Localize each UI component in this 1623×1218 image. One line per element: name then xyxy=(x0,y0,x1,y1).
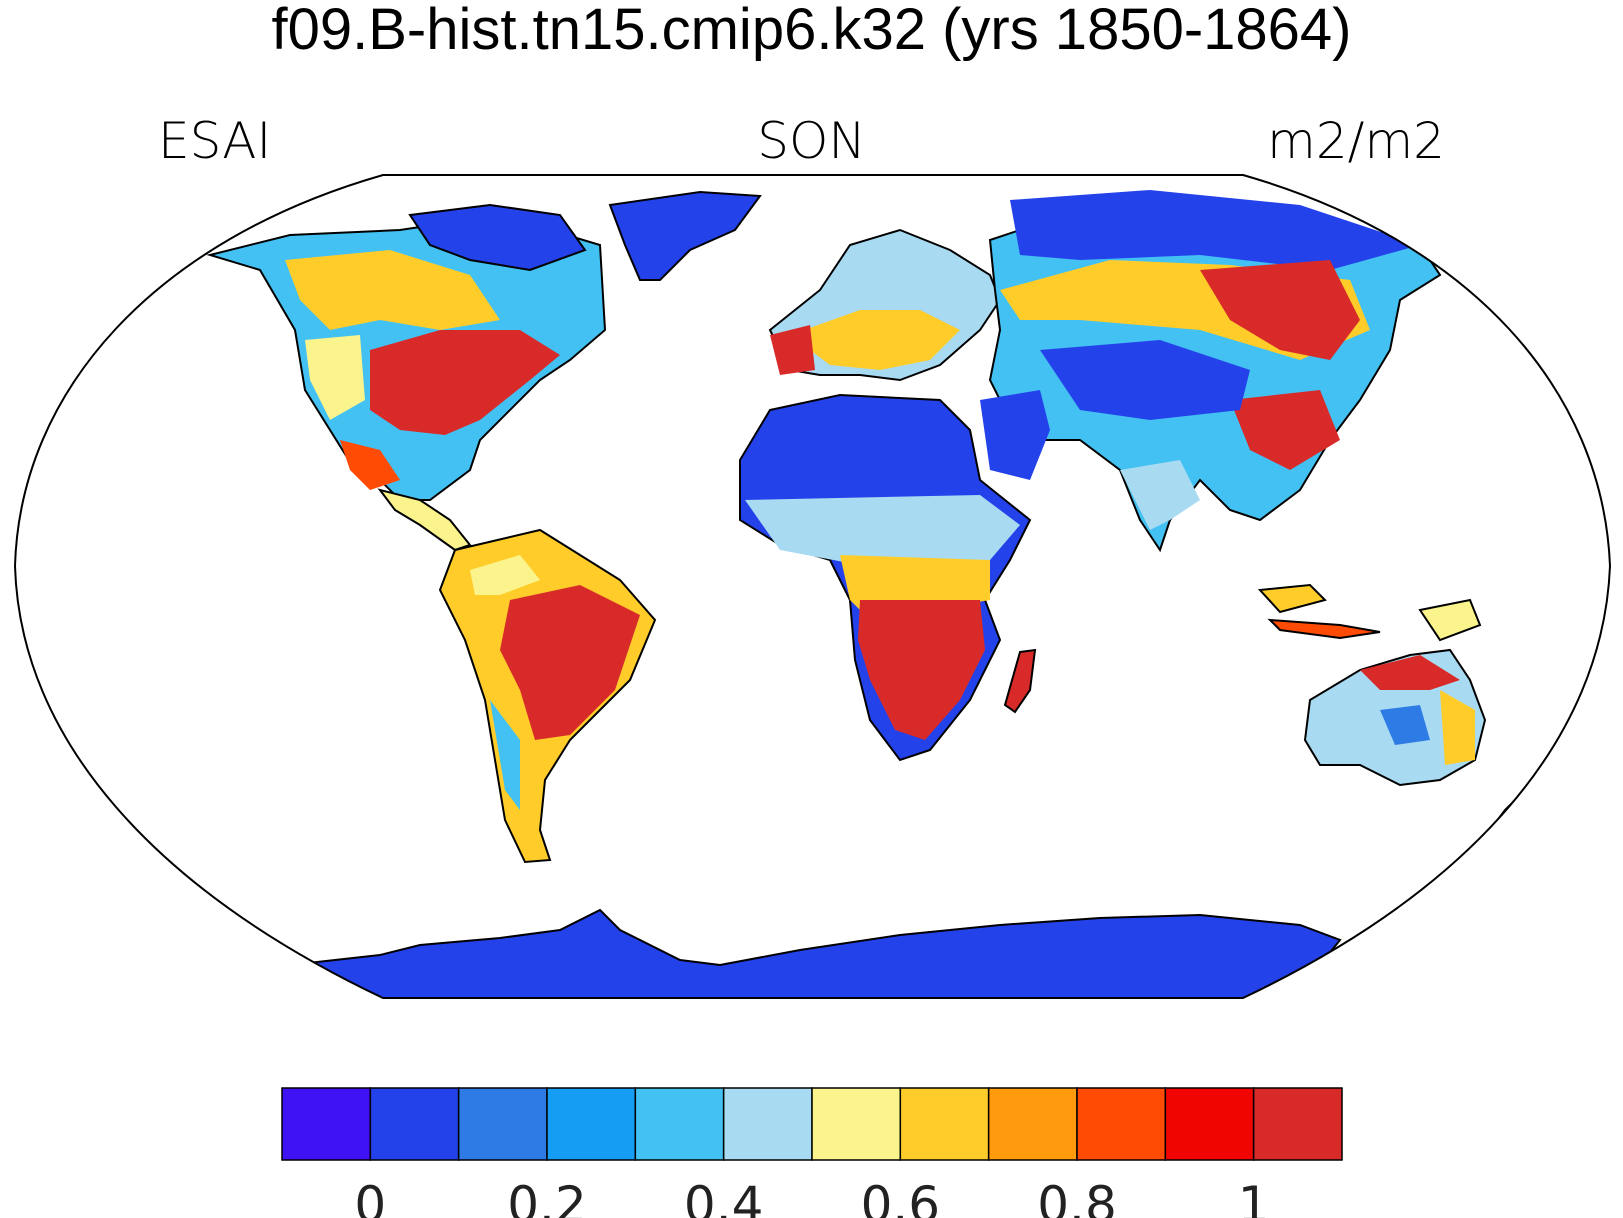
colorbar-tick-label: 0.2 xyxy=(507,1176,587,1218)
south-america-region xyxy=(438,528,657,864)
australia-region xyxy=(1303,648,1487,787)
colorbar-tick-label: 1 xyxy=(1238,1176,1270,1218)
map-panel xyxy=(13,174,1612,999)
colorbar-tick-label: 0.6 xyxy=(861,1176,941,1218)
madagascar-region xyxy=(1003,648,1037,714)
plot-title: f09.B-hist.tn15.cmip6.k32 (yrs 1850-1864… xyxy=(271,0,1352,62)
colorbar-swatch xyxy=(899,1087,990,1161)
map-border xyxy=(13,174,1612,999)
variable-label: ESAI xyxy=(158,112,272,170)
colorbar-swatch xyxy=(281,1087,372,1161)
greenland-region xyxy=(608,190,762,281)
colorbar: 0 0.2 0.4 0.6 0.8 1 xyxy=(281,1087,1343,1218)
colorbar-swatch xyxy=(722,1087,813,1161)
colorbar-swatch xyxy=(634,1087,725,1161)
colorbar-swatch xyxy=(811,1087,902,1161)
maritime-se-asia-region xyxy=(1257,583,1482,642)
colorbar-swatch xyxy=(1076,1087,1167,1161)
europe-region xyxy=(768,228,1002,382)
season-label: SON xyxy=(757,112,866,170)
colorbar-tick-label: 0.8 xyxy=(1037,1176,1117,1218)
colorbar-swatch xyxy=(546,1087,637,1161)
colorbar-tick-label: 0 xyxy=(354,1176,386,1218)
land-fields xyxy=(206,190,1557,998)
north-america-region xyxy=(206,203,607,501)
units-label: m2/m2 xyxy=(1267,112,1445,170)
colorbar-swatch xyxy=(369,1087,460,1161)
colorbar-swatch xyxy=(987,1087,1078,1161)
colorbar-swatch xyxy=(1252,1087,1343,1161)
colorbar-swatch xyxy=(1164,1087,1255,1161)
colorbar-tick-label: 0.4 xyxy=(684,1176,764,1218)
africa-region xyxy=(739,393,1032,762)
colorbar-swatch xyxy=(457,1087,548,1161)
